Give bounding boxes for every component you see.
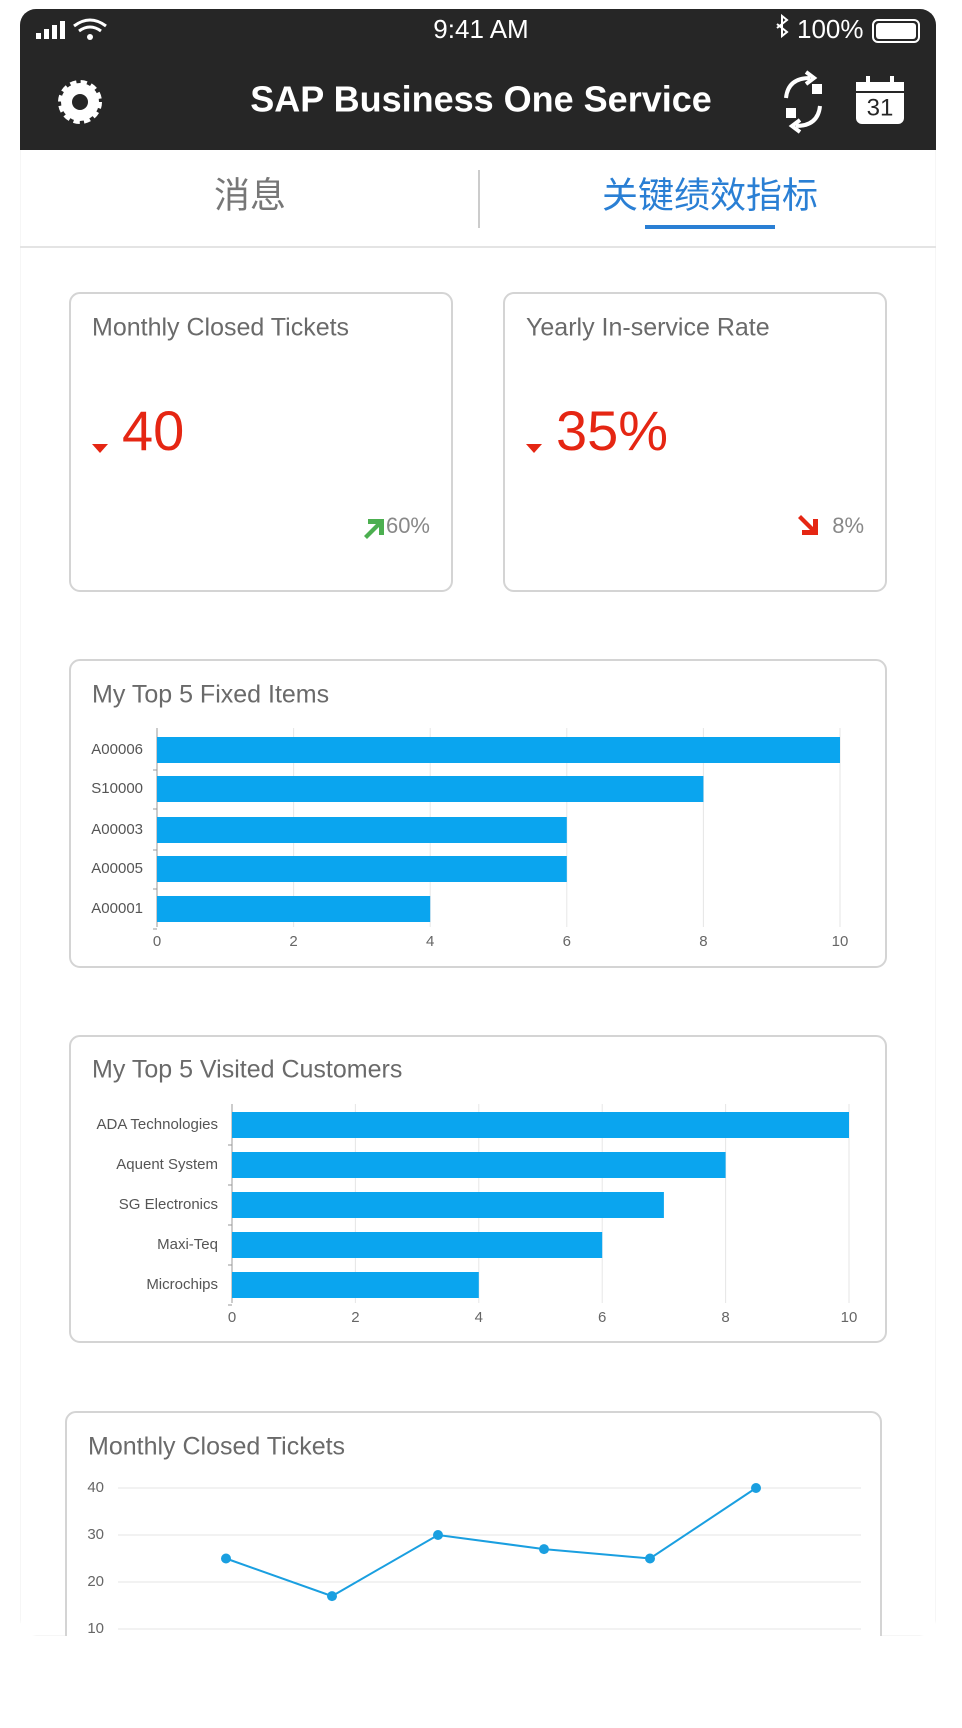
trend-up-icon	[364, 519, 384, 539]
x-tick-label: 6	[563, 933, 571, 950]
card	[69, 659, 887, 968]
bar	[232, 1272, 479, 1298]
sync-button[interactable]	[784, 70, 822, 134]
point	[539, 1544, 549, 1555]
x-tick-label: 4	[475, 1309, 483, 1326]
bar	[232, 1232, 603, 1258]
y-tick-label: A00001	[91, 900, 143, 917]
y-tick-label: 40	[87, 1479, 104, 1496]
bar	[232, 1192, 664, 1218]
app: 9:41 AM 100% SAP Business One Service 31…	[20, 9, 936, 1637]
calendar-button[interactable]: 31	[856, 76, 904, 124]
y-tick-label: 30	[87, 1526, 104, 1543]
point	[645, 1553, 655, 1564]
y-tick-label: S10000	[91, 780, 143, 797]
bluetooth-icon	[776, 13, 789, 39]
kpi-down-arrow	[526, 444, 542, 453]
wifi-icon	[73, 18, 107, 33]
x-tick-label: 0	[153, 933, 161, 950]
x-tick-label: 6	[598, 1309, 606, 1326]
wifi-icon-dot	[87, 34, 93, 40]
top-bar	[20, 9, 936, 150]
x-tick-label: 2	[289, 933, 297, 950]
battery-level	[876, 23, 916, 39]
card	[503, 292, 887, 592]
kpi-down-arrow	[92, 444, 108, 453]
x-tick-label: 10	[841, 1309, 858, 1326]
chart-title: Monthly Closed Tickets	[88, 1433, 345, 1461]
bar	[157, 776, 704, 802]
tab-indicator	[645, 225, 775, 229]
tab-messages[interactable]: 消息	[214, 175, 286, 216]
x-tick-label: 0	[228, 1309, 236, 1326]
trend-down-icon	[798, 515, 818, 535]
x-tick-label: 10	[832, 933, 849, 950]
y-tick-label: A00006	[91, 741, 143, 758]
x-tick-label: 4	[426, 933, 434, 950]
kpi-change: 60%	[386, 513, 430, 538]
kpi-title: Monthly Closed Tickets	[92, 314, 349, 342]
y-tick-label: SG Electronics	[119, 1196, 218, 1213]
point	[751, 1483, 761, 1493]
tab-kpi[interactable]: 关键绩效指标	[602, 175, 818, 216]
signal-icon	[36, 21, 65, 39]
battery-icon	[872, 19, 920, 43]
x-tick-label: 2	[351, 1309, 359, 1326]
kpi-value: 40	[122, 399, 184, 462]
kpi-change: 8%	[832, 513, 864, 538]
bar	[157, 737, 840, 763]
point	[221, 1553, 231, 1564]
status-time: 9:41 AM	[433, 14, 528, 44]
y-tick-label: A00003	[91, 821, 143, 838]
card	[69, 292, 453, 592]
y-tick-label: Microchips	[146, 1276, 218, 1293]
x-tick-label: 8	[699, 933, 707, 950]
calendar-day: 31	[867, 94, 894, 121]
settings-button[interactable]	[58, 80, 102, 124]
y-tick-label: ADA Technologies	[97, 1116, 218, 1133]
card	[65, 1411, 882, 1636]
chart-title: My Top 5 Visited Customers	[92, 1056, 402, 1084]
x-tick-label: 8	[721, 1309, 729, 1326]
chart-title: My Top 5 Fixed Items	[92, 681, 329, 709]
y-tick-label: A00005	[91, 860, 143, 877]
y-tick-label: 10	[87, 1620, 104, 1637]
point	[433, 1530, 443, 1540]
battery-text: 100%	[797, 14, 864, 44]
y-tick-label: Maxi-Teq	[157, 1236, 218, 1253]
kpi-title: Yearly In-service Rate	[526, 314, 770, 342]
bar	[157, 896, 431, 922]
y-tick-label: 20	[87, 1573, 104, 1590]
bar	[157, 856, 567, 882]
header-title: SAP Business One Service	[250, 79, 712, 120]
point	[327, 1591, 337, 1602]
bar	[232, 1152, 726, 1178]
bar	[157, 817, 567, 843]
bar	[232, 1112, 849, 1138]
line	[225, 1487, 757, 1598]
kpi-value: 35%	[556, 399, 668, 462]
y-tick-label: Aquent System	[116, 1156, 218, 1173]
